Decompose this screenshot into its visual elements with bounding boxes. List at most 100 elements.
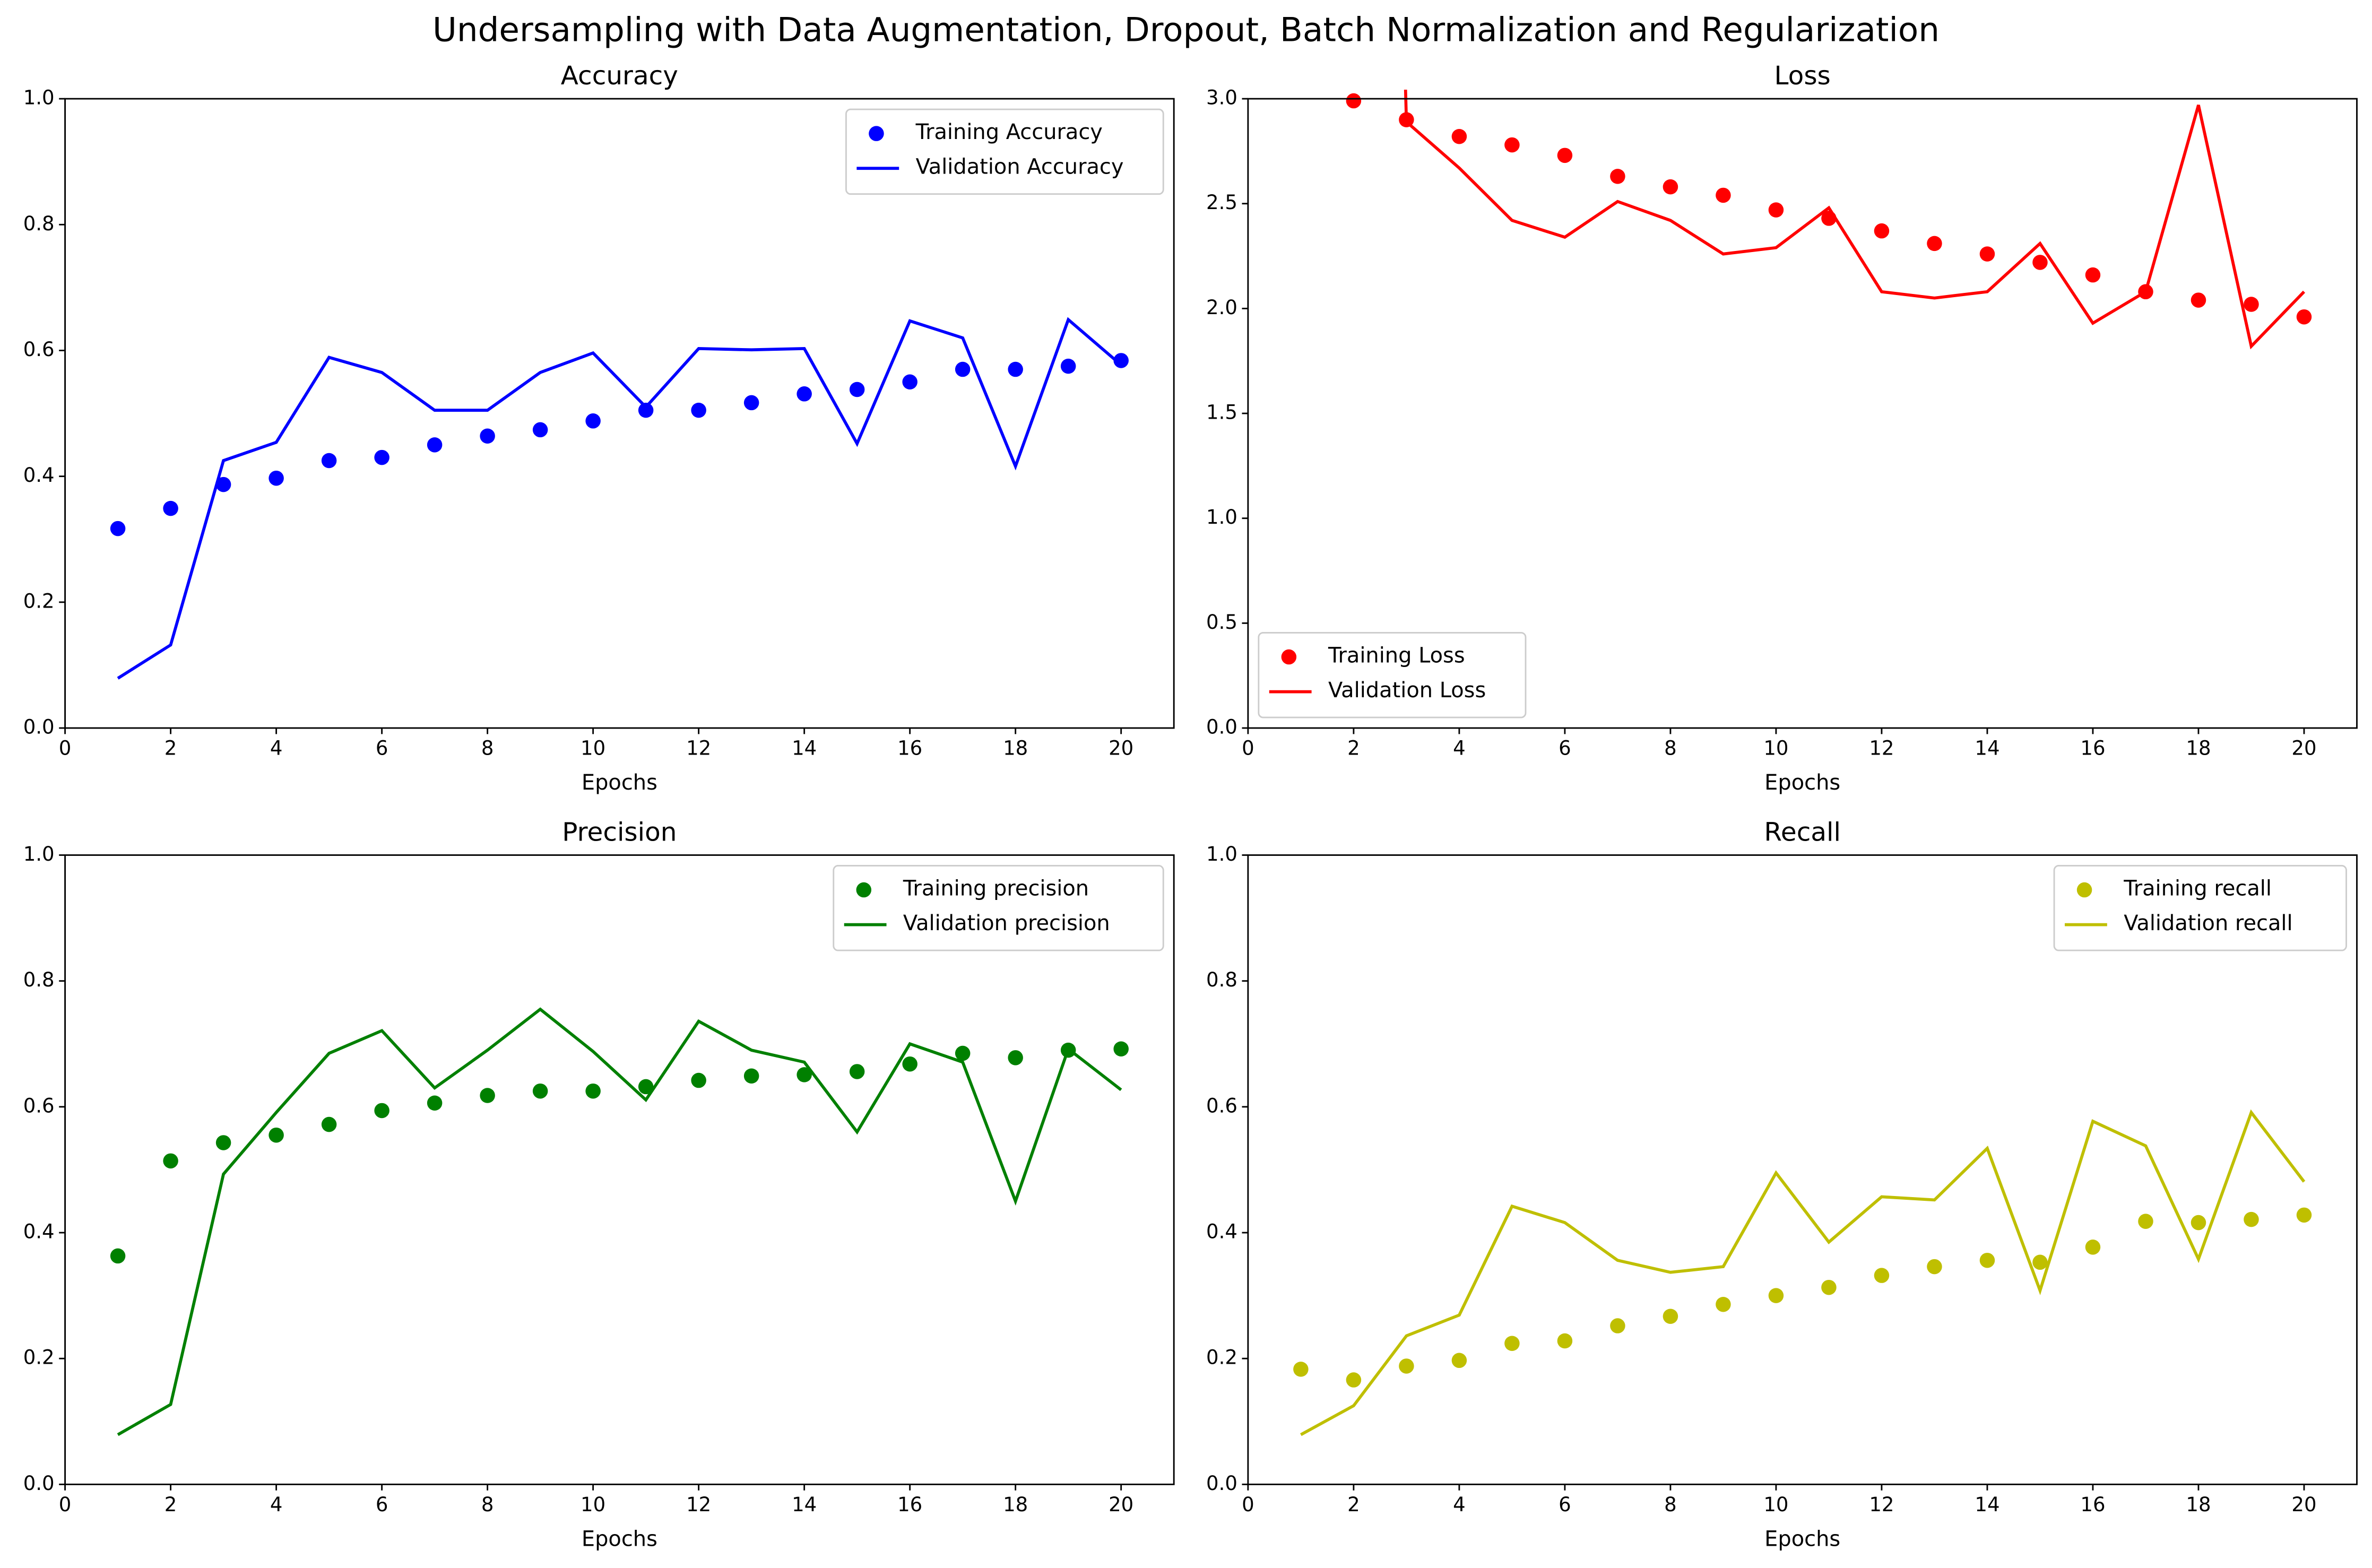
validation-line [117,317,1122,680]
y-tick-label: 0.0 [23,716,55,739]
training-point [2296,309,2312,325]
x-tick-label: 12 [1869,737,1894,759]
x-tick-label: 10 [581,1493,605,1516]
training-point [743,395,759,411]
x-tick-label: 6 [376,1493,388,1516]
training-point [110,521,126,536]
training-point [1821,1279,1837,1295]
axes-frame [1247,98,2358,729]
training-point [1060,358,1076,374]
x-tick-label: 0 [59,1493,72,1516]
x-tick-label: 8 [481,737,494,759]
x-tick-label: 6 [1559,737,1571,759]
legend-label: Validation precision [903,911,1110,935]
training-point [532,1083,548,1099]
x-axis-label: Epochs [1764,770,1840,795]
training-point [638,402,654,418]
y-tick-label: 2.5 [1206,191,1237,214]
y-tick-label: 0.4 [23,464,55,487]
training-point [1293,1362,1309,1377]
x-tick-label: 0 [1242,1493,1254,1516]
training-point [163,500,178,516]
training-point [2085,267,2101,283]
training-point [374,1103,389,1119]
x-tick-label: 4 [270,737,283,759]
x-axis-label: Epochs [1764,1527,1840,1551]
y-tick-label: 0.6 [1206,1094,1237,1117]
training-point [1504,1336,1520,1352]
x-tick-label: 18 [2186,1493,2211,1516]
subplot-title: Loss [1774,61,1831,91]
x-tick-label: 8 [1664,1493,1677,1516]
legend-label: Validation Accuracy [916,155,1124,179]
training-point [585,413,601,429]
training-point [1663,179,1678,195]
training-point [532,422,548,438]
x-tick-label: 0 [1242,737,1254,759]
x-tick-label: 10 [1763,1493,1788,1516]
x-tick-label: 16 [2080,1493,2105,1516]
x-tick-label: 14 [792,1493,817,1516]
training-point [2032,1254,2048,1270]
legend-marker [1281,649,1297,665]
plot-area [1346,89,2312,350]
x-tick-label: 4 [1453,1493,1466,1516]
training-point [797,386,812,402]
y-tick-label: 0.8 [23,212,55,235]
y-tick-label: 1.0 [23,86,55,109]
y-tick-label: 0.6 [23,338,55,361]
training-point [1663,1309,1678,1324]
validation-line [117,1007,1122,1436]
y-tick-label: 0.4 [23,1220,55,1243]
training-point [1451,1353,1467,1368]
training-point [1610,169,1625,184]
validation-line [1404,89,2306,350]
training-point [1557,148,1573,163]
legend-marker [869,126,884,141]
legend-box [845,108,1164,195]
training-point [427,437,443,453]
training-point [955,1045,971,1061]
y-tick-label: 0.2 [23,590,55,612]
training-point [1927,236,1942,252]
training-point [1113,353,1129,368]
x-tick-label: 14 [1975,1493,1999,1516]
training-point [743,1068,759,1084]
legend-label: Training Loss [1328,644,1465,668]
training-point [321,1116,337,1132]
training-point [1716,187,1731,203]
training-point [691,1072,706,1088]
training-point [849,1064,865,1079]
y-tick-label: 1.5 [1206,401,1237,424]
training-point [1874,1268,1890,1283]
x-tick-label: 8 [481,1493,494,1516]
x-tick-label: 6 [1559,1493,1571,1516]
x-tick-label: 10 [581,737,605,759]
legend-label: Validation recall [2124,911,2292,935]
x-tick-label: 4 [270,1493,283,1516]
training-point [2244,1211,2259,1227]
training-point [638,1079,654,1095]
x-tick-label: 20 [1109,737,1133,759]
training-point [2191,1215,2206,1231]
training-point [2085,1240,2101,1255]
x-tick-label: 2 [165,1493,177,1516]
training-point [2032,255,2048,270]
y-tick-label: 0.4 [1206,1220,1237,1243]
x-tick-label: 8 [1664,737,1677,759]
x-tick-label: 2 [1347,737,1360,759]
legend-label: Validation Loss [1328,678,1486,703]
training-point [1874,223,1890,239]
training-point [269,470,284,486]
training-point [1504,137,1520,153]
x-tick-label: 16 [897,1493,922,1516]
x-tick-label: 20 [2291,737,2316,759]
y-tick-label: 0.2 [1206,1346,1237,1369]
legend-marker [2076,882,2092,898]
y-tick-label: 1.0 [1206,843,1237,865]
training-point [1610,1318,1625,1333]
x-tick-label: 16 [897,737,922,759]
training-point [585,1083,601,1099]
training-point [1768,202,1784,218]
